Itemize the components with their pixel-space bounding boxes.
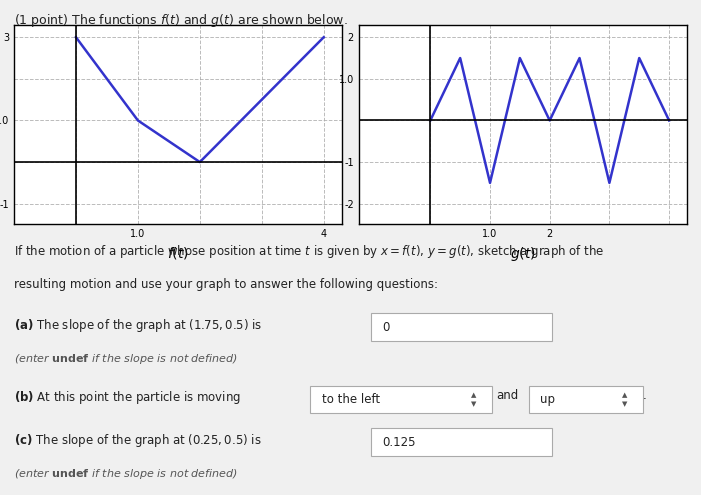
Text: $\mathbf{(b)}$ At this point the particle is moving: $\mathbf{(b)}$ At this point the particl…: [14, 390, 241, 406]
X-axis label: $f(t)$: $f(t)$: [168, 245, 189, 261]
Text: (enter $\mathbf{undef}$ if the slope is not defined): (enter $\mathbf{undef}$ if the slope is …: [14, 351, 238, 366]
FancyBboxPatch shape: [371, 428, 552, 456]
Text: 0.125: 0.125: [382, 436, 416, 449]
Text: ▼: ▼: [622, 401, 628, 407]
Text: ▲: ▲: [622, 392, 628, 398]
Text: up: up: [540, 393, 555, 406]
Text: $\mathbf{(a)}$ The slope of the graph at $\left(1.75, 0.5\right)$ is: $\mathbf{(a)}$ The slope of the graph at…: [14, 317, 262, 334]
Text: resulting motion and use your graph to answer the following questions:: resulting motion and use your graph to a…: [14, 278, 438, 291]
FancyBboxPatch shape: [529, 386, 644, 413]
Text: If the motion of a particle whose position at time $t$ is given by $x = f(t)$, $: If the motion of a particle whose positi…: [14, 244, 604, 260]
FancyBboxPatch shape: [310, 386, 492, 413]
Text: ▼: ▼: [471, 401, 477, 407]
Text: and: and: [496, 390, 519, 402]
Text: (enter $\mathbf{undef}$ if the slope is not defined): (enter $\mathbf{undef}$ if the slope is …: [14, 466, 238, 481]
X-axis label: $g(t)$: $g(t)$: [510, 245, 536, 263]
Text: ▲: ▲: [471, 392, 477, 398]
Text: $\mathbf{(c)}$ The slope of the graph at $\left(0.25, 0.5\right)$ is: $\mathbf{(c)}$ The slope of the graph at…: [14, 432, 261, 449]
FancyBboxPatch shape: [371, 313, 552, 342]
Text: to the left: to the left: [322, 393, 380, 406]
Text: 0: 0: [382, 321, 390, 334]
Text: .: .: [644, 390, 647, 402]
Text: (1 point) The functions $f(t)$ and $g(t)$ are shown below.: (1 point) The functions $f(t)$ and $g(t)…: [14, 12, 348, 29]
